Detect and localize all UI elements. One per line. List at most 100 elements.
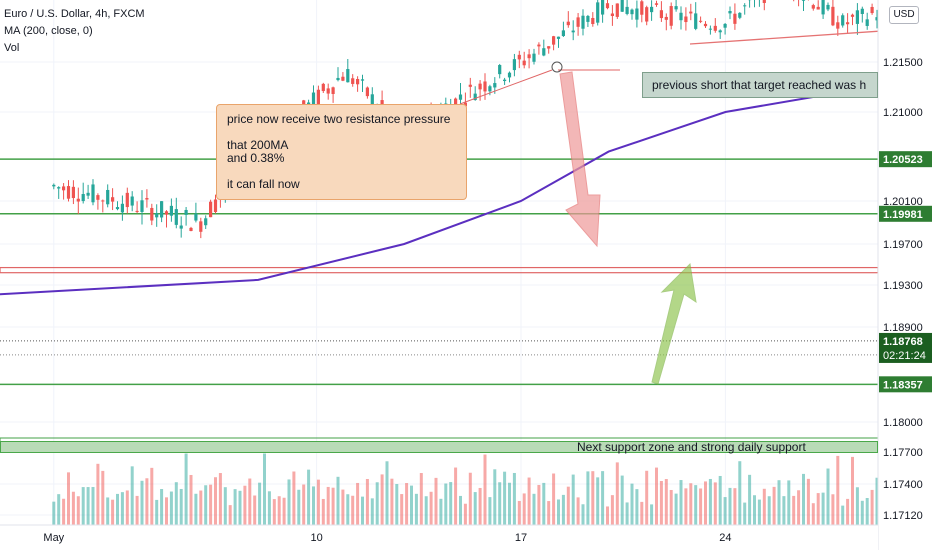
time-axis: May101724Jun7142125Jul bbox=[0, 524, 878, 550]
price-candle bbox=[169, 198, 173, 222]
volume-indicator-label[interactable]: Vol bbox=[4, 42, 20, 54]
ma-indicator-label[interactable]: MA (200, close, 0) bbox=[4, 25, 93, 37]
volume-bar bbox=[659, 480, 663, 525]
volume-bar bbox=[248, 478, 252, 525]
price-candle bbox=[875, 9, 879, 29]
volume-bar bbox=[615, 462, 619, 525]
volume-bar bbox=[150, 467, 154, 525]
candle-body bbox=[101, 200, 105, 202]
volume-bar bbox=[71, 491, 75, 525]
candle-body bbox=[576, 17, 580, 27]
candle-body bbox=[326, 88, 330, 94]
volume-bar bbox=[811, 503, 815, 525]
level-price-tag bbox=[879, 151, 932, 168]
volume-bar bbox=[762, 488, 766, 525]
volume-bar bbox=[116, 493, 119, 525]
price-candle bbox=[360, 74, 365, 92]
price-candle bbox=[532, 48, 536, 65]
candle-body bbox=[625, 6, 629, 14]
candle-body bbox=[346, 69, 350, 83]
price-candle bbox=[517, 50, 521, 69]
candle-body bbox=[160, 201, 164, 218]
candle-body bbox=[493, 83, 497, 88]
level-price-label: 1.19981 bbox=[883, 209, 923, 221]
price-candle bbox=[566, 11, 570, 28]
volume-bar bbox=[267, 491, 271, 525]
candle-body bbox=[821, 0, 825, 15]
volume-bar bbox=[855, 487, 859, 525]
price-tick-label: 1.18900 bbox=[883, 322, 923, 334]
volume-bar bbox=[111, 499, 115, 525]
volume-bar bbox=[365, 478, 369, 525]
resistance-callout-line-2: that 200MA and 0.38% bbox=[227, 138, 289, 165]
price-candle bbox=[498, 63, 502, 79]
candle-body bbox=[620, 0, 624, 12]
candle-body bbox=[213, 199, 218, 213]
ma-200-line bbox=[0, 81, 932, 296]
volume-bar bbox=[826, 468, 830, 525]
volume-bar bbox=[512, 472, 516, 525]
volume-bar bbox=[640, 501, 644, 525]
volume-bar bbox=[140, 480, 144, 525]
candle-body bbox=[586, 15, 590, 22]
volume-bar bbox=[875, 477, 879, 525]
price-candle bbox=[125, 187, 129, 214]
volume-bar bbox=[160, 489, 164, 525]
currency-button[interactable]: USD bbox=[889, 6, 919, 24]
short-callout[interactable]: previous short that target reached was h bbox=[642, 72, 878, 98]
volume-bar bbox=[326, 486, 330, 525]
price-candle bbox=[174, 197, 178, 229]
volume-bar bbox=[277, 496, 281, 525]
volume-bar bbox=[860, 500, 864, 525]
candle-body bbox=[762, 0, 766, 3]
volume-bar bbox=[591, 471, 595, 525]
resistance-callout-pointer bbox=[459, 69, 553, 105]
price-candle bbox=[718, 29, 722, 39]
candle-body bbox=[664, 16, 668, 20]
volume-bar bbox=[130, 466, 134, 525]
price-candle bbox=[507, 71, 512, 83]
volume-bar bbox=[434, 477, 438, 525]
price-candle bbox=[591, 12, 595, 27]
price-candle bbox=[576, 13, 580, 36]
resistance-callout[interactable]: price now receive two resistance pressur… bbox=[216, 104, 467, 200]
level-price-tag bbox=[879, 205, 932, 222]
price-candle bbox=[758, 0, 760, 7]
volume-bar bbox=[831, 494, 835, 525]
candle-body bbox=[713, 25, 717, 31]
price-candle bbox=[326, 83, 330, 100]
candle-body bbox=[62, 186, 66, 191]
volume-bar bbox=[699, 488, 703, 525]
candle-body bbox=[870, 6, 874, 14]
volume-bar bbox=[380, 474, 384, 525]
volume-bar bbox=[493, 469, 497, 525]
candle-body bbox=[115, 207, 120, 210]
candle-body bbox=[591, 17, 595, 25]
candle-body bbox=[111, 197, 115, 202]
price-tick-label: 1.17120 bbox=[883, 510, 923, 522]
volume-bar bbox=[463, 503, 467, 525]
volume-bar bbox=[704, 481, 707, 525]
price-candle bbox=[145, 189, 149, 208]
volume-bar bbox=[302, 484, 306, 525]
touch-point-circle bbox=[551, 61, 563, 73]
price-candle bbox=[356, 76, 360, 92]
volume-bar bbox=[52, 501, 56, 525]
candle-body bbox=[130, 196, 134, 206]
volume-bar bbox=[846, 498, 850, 525]
level-price-label: 1.20523 bbox=[883, 154, 923, 166]
price-candle bbox=[346, 58, 350, 83]
price-candle bbox=[512, 53, 516, 77]
price-candle bbox=[699, 16, 703, 24]
volume-bar bbox=[537, 484, 541, 525]
candle-body bbox=[552, 36, 556, 45]
candle-body bbox=[96, 195, 100, 200]
candle-body bbox=[841, 15, 845, 26]
candle-body bbox=[164, 211, 169, 215]
support-zone-label[interactable]: Next support zone and strong daily suppo… bbox=[0, 441, 878, 453]
candle-body bbox=[596, 2, 600, 23]
candle-body bbox=[605, 3, 610, 9]
price-candle bbox=[801, 0, 806, 11]
candle-body bbox=[488, 86, 492, 92]
volume-bar bbox=[91, 486, 95, 525]
